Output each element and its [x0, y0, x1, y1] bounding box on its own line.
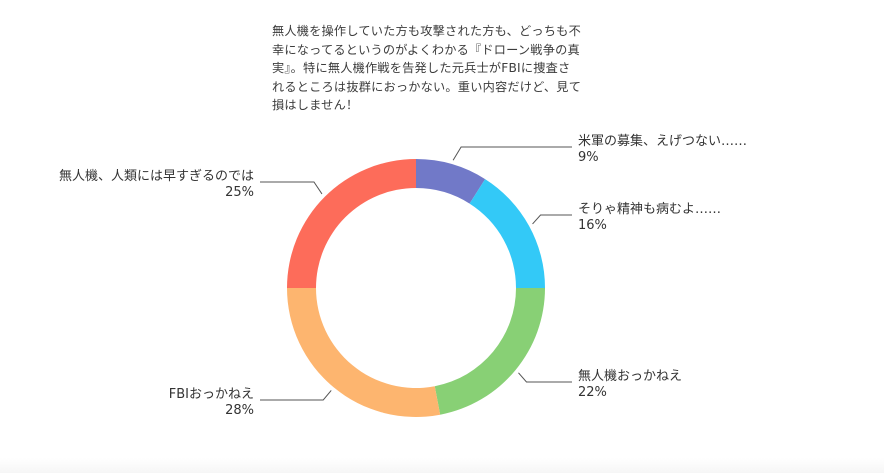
donut-slice: [469, 179, 545, 288]
leader-line: [260, 390, 332, 401]
leader-line: [260, 181, 323, 195]
leader-line: [452, 146, 572, 161]
slice-value-label: 28%: [225, 403, 254, 418]
donut-slice: [287, 288, 441, 417]
footer-band: [0, 458, 884, 473]
donut-slice: [434, 288, 545, 415]
donut-slice: [287, 159, 416, 288]
slice-label: FBIおっかねえ: [169, 387, 254, 402]
leader-lines: [260, 146, 572, 401]
slice-labels: 米軍の募集、えげつない……9% そりゃ精神も病むよ……16% 無人機おっかねえ22%…: [59, 133, 747, 418]
slice-value-label: 16%: [578, 218, 607, 233]
comment-text: 無人機を操作していた方も攻撃された方も、どっちも不幸になってるというのがよくわか…: [272, 24, 582, 113]
slice-value-label: 25%: [225, 185, 254, 200]
donut-slice: [416, 159, 486, 204]
slice-label: 米軍の募集、えげつない……: [578, 133, 747, 149]
leader-line: [532, 214, 572, 225]
slice-label: そりゃ精神も病むよ……: [578, 202, 721, 217]
slice-label: 無人機おっかねえ: [578, 369, 682, 384]
leader-line: [518, 372, 572, 383]
donut-slices: [287, 159, 545, 417]
slice-label: 無人機、人類には早すぎるのでは: [59, 169, 254, 184]
slice-value-label: 22%: [578, 385, 607, 400]
slice-value-label: 9%: [578, 150, 599, 165]
